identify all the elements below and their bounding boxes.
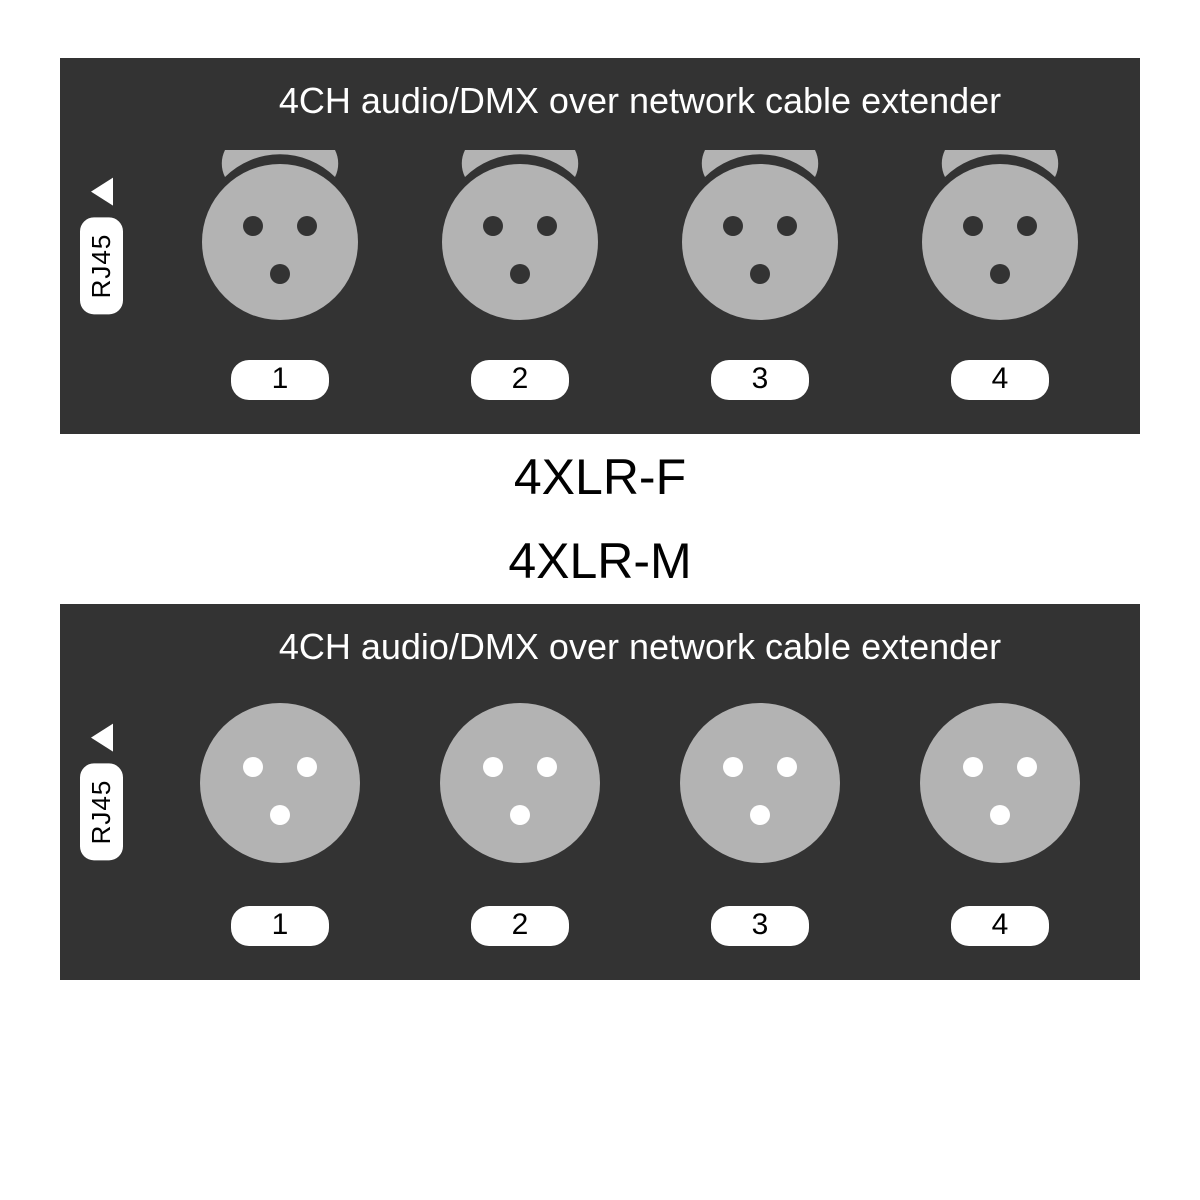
- product-title: 4CH audio/DMX over network cable extende…: [160, 80, 1120, 122]
- port-number-badge: 4: [951, 906, 1049, 946]
- rj45-badge: RJ45: [80, 218, 123, 315]
- xlr-male-port: 1: [190, 688, 370, 946]
- rj45-group: RJ45: [80, 178, 123, 315]
- port-number-badge: 4: [951, 360, 1049, 400]
- ports-row-female: 1 2 3: [160, 142, 1120, 400]
- xlr-male-port: 2: [430, 688, 610, 946]
- xlr-female-port: 2: [430, 142, 610, 400]
- product-title: 4CH audio/DMX over network cable extende…: [160, 626, 1120, 668]
- xlr-male-icon: [670, 688, 850, 878]
- xlr-female-icon: [910, 142, 1090, 332]
- xlr-female-port: 1: [190, 142, 370, 400]
- xlr-male-icon: [190, 688, 370, 878]
- panel-male: 4CH audio/DMX over network cable extende…: [60, 604, 1140, 980]
- arrow-left-icon: [91, 724, 113, 752]
- ports-row-male: 1 2 3: [160, 688, 1120, 946]
- port-number-badge: 3: [711, 360, 809, 400]
- rj45-badge: RJ45: [80, 764, 123, 861]
- xlr-male-icon: [430, 688, 610, 878]
- port-number-badge: 2: [471, 906, 569, 946]
- xlr-female-icon: [190, 142, 370, 332]
- port-number-badge: 2: [471, 360, 569, 400]
- arrow-left-icon: [91, 178, 113, 206]
- xlr-female-icon: [670, 142, 850, 332]
- xlr-male-port: 3: [670, 688, 850, 946]
- rj45-group: RJ45: [80, 724, 123, 861]
- xlr-female-icon: [430, 142, 610, 332]
- xlr-female-port: 4: [910, 142, 1090, 400]
- panel-female: 4CH audio/DMX over network cable extende…: [60, 58, 1140, 434]
- model-label-female: 4XLR-F: [514, 448, 686, 506]
- xlr-male-icon: [910, 688, 1090, 878]
- port-number-badge: 1: [231, 906, 329, 946]
- xlr-male-port: 4: [910, 688, 1090, 946]
- port-number-badge: 1: [231, 360, 329, 400]
- xlr-female-port: 3: [670, 142, 850, 400]
- model-label-male: 4XLR-M: [508, 532, 691, 590]
- port-number-badge: 3: [711, 906, 809, 946]
